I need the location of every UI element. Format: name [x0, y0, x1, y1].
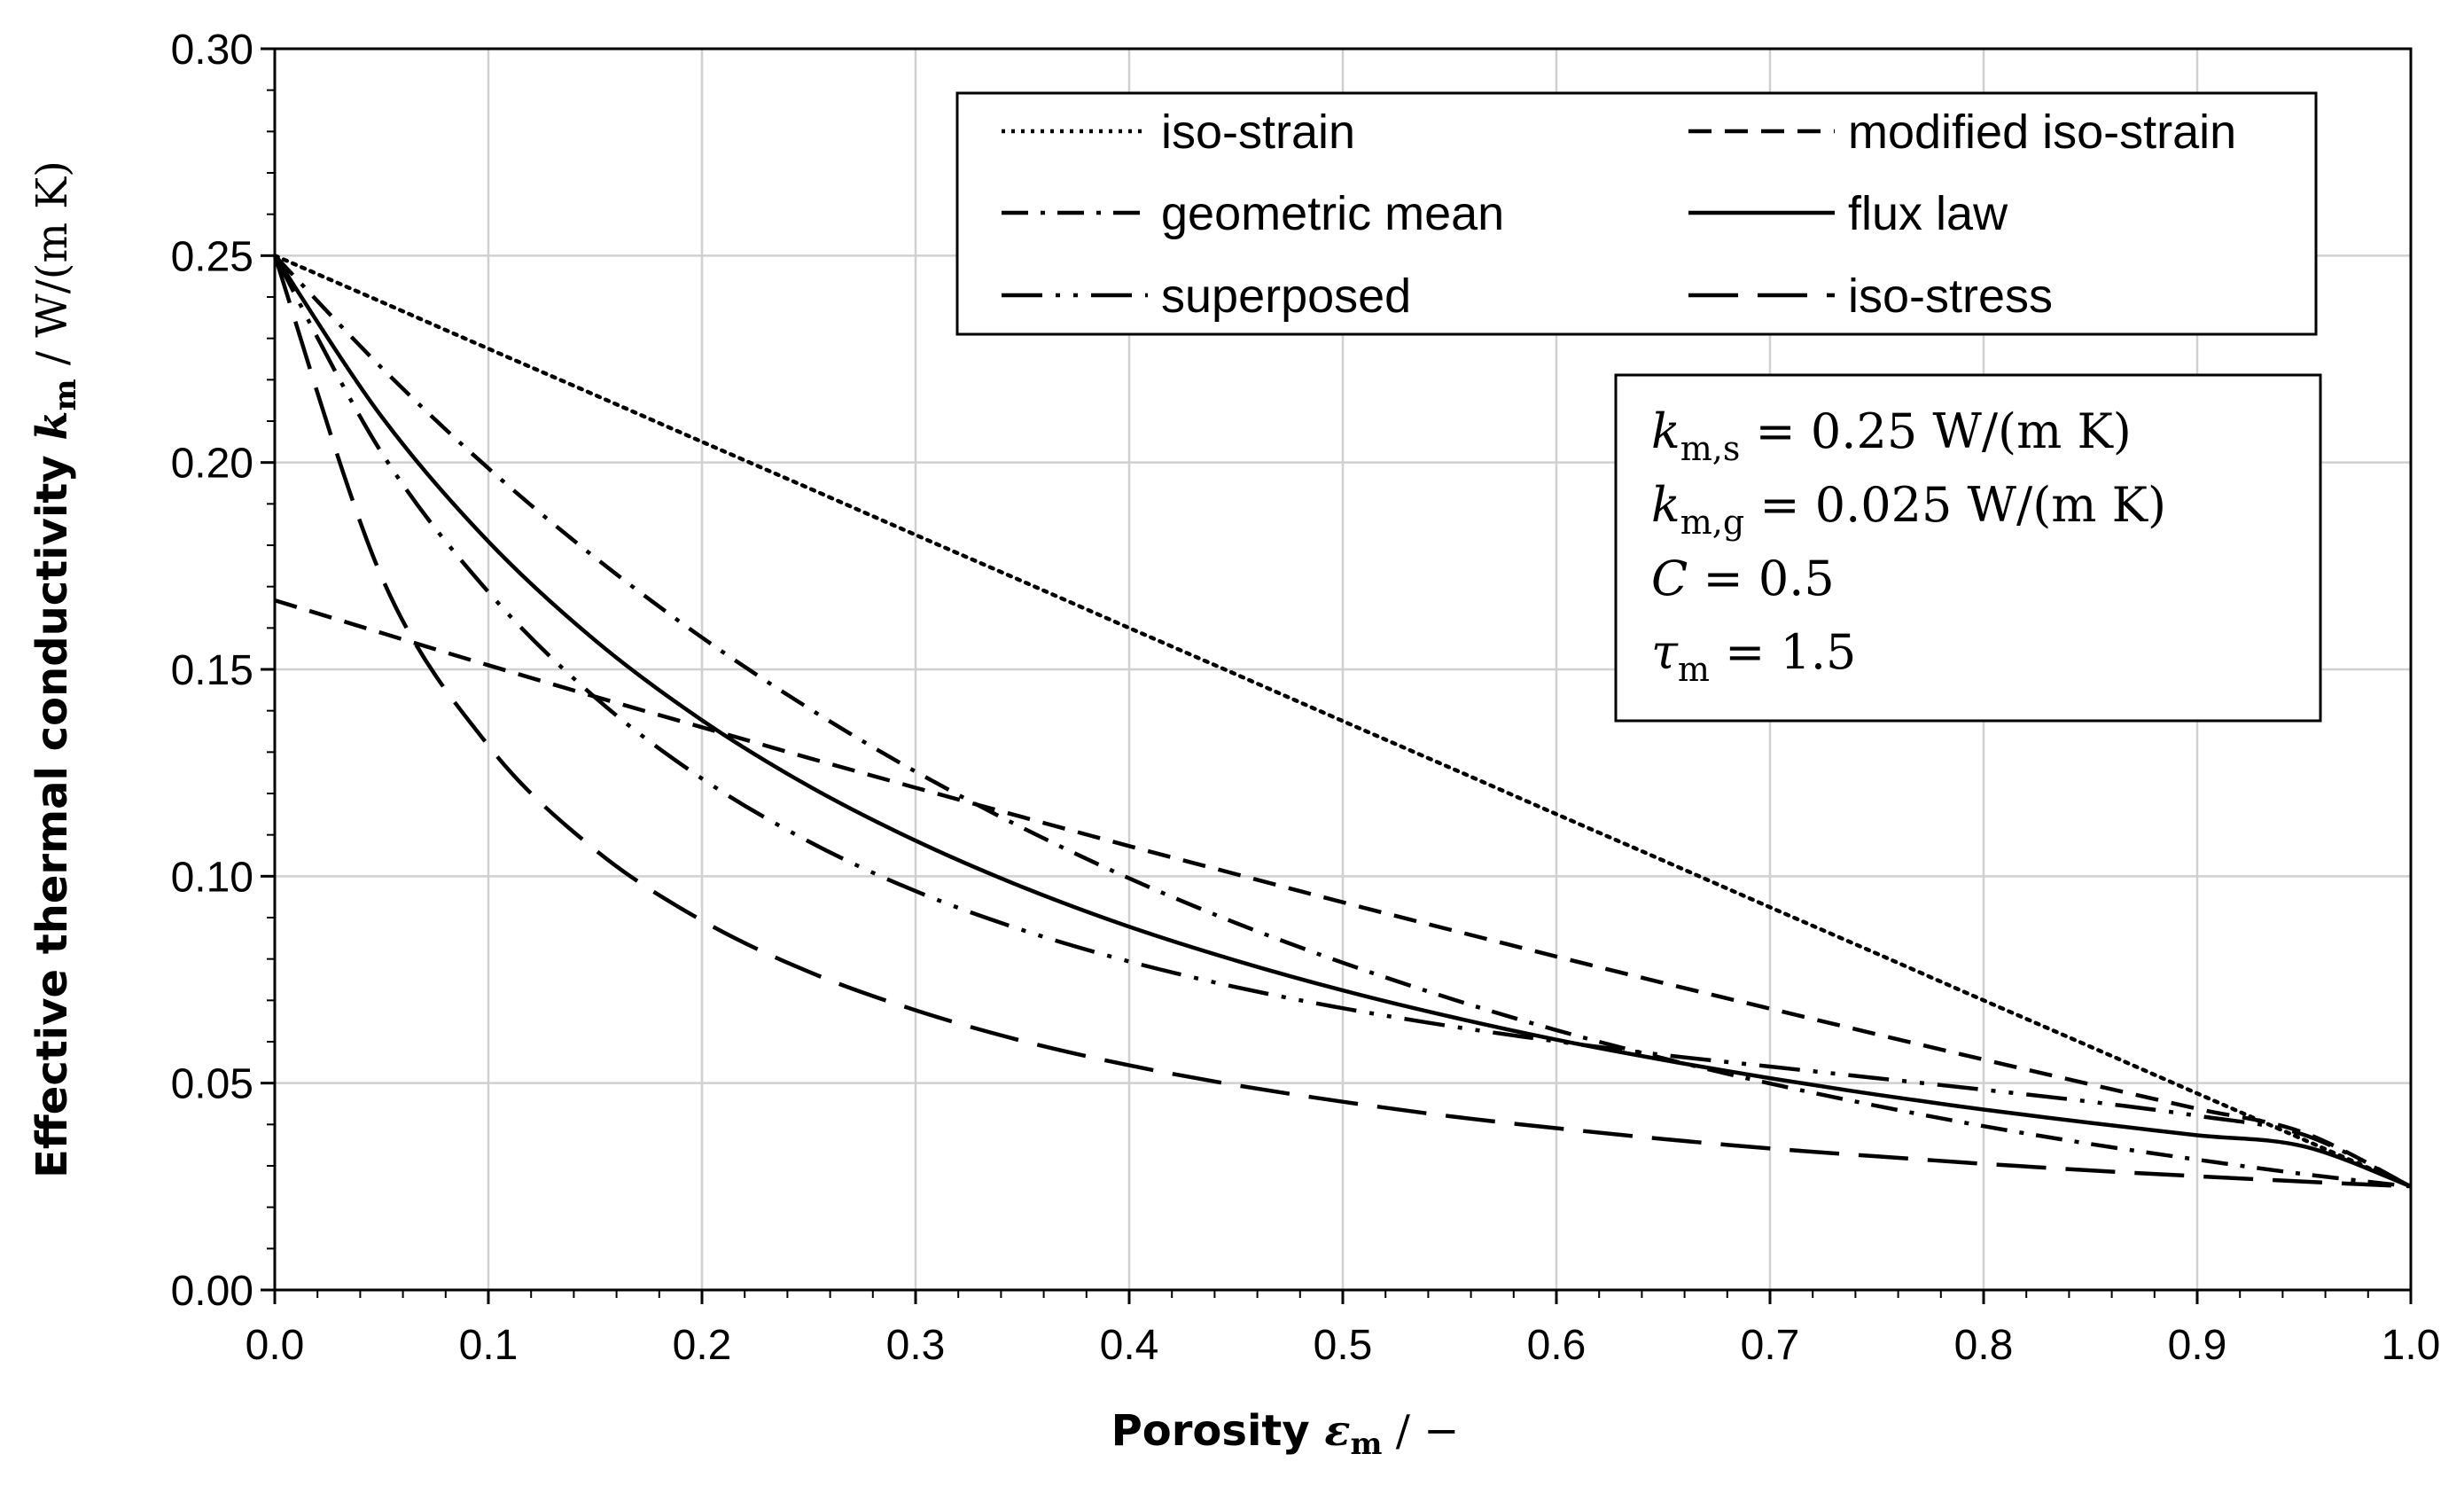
x-tick-label: 0.2 [673, 1322, 732, 1369]
parameter-line: km,s = 0.25 W/(m K) [1651, 403, 2132, 468]
parameter-subscript: m [1678, 650, 1710, 689]
y-axis-unit: / W/(m K) [27, 160, 77, 379]
curves [272, 254, 2413, 1189]
y-tick-label: 0.15 [171, 647, 253, 694]
y-axis-title-prefix: Effective thermal conductivity [27, 441, 77, 1178]
parameter-value: = 0.5 [1688, 551, 1834, 606]
parameter-value: = 1.5 [1710, 624, 1856, 680]
x-tick-label: 0.8 [1954, 1322, 2014, 1369]
y-tick-label: 0.05 [171, 1061, 253, 1108]
y-tick-label: 0.25 [171, 233, 253, 280]
series-line-iso-strain [272, 254, 2413, 1189]
x-tick-label: 0.3 [886, 1322, 946, 1369]
y-tick-labels: 0.00 0.05 0.10 0.15 0.20 0.25 0.30 [171, 27, 253, 1315]
parameter-value: = 0.025 W/(m K) [1744, 477, 2166, 533]
series-line-superposed [273, 254, 2412, 1189]
y-tick-label: 0.20 [171, 441, 253, 488]
y-tick-label: 0.10 [171, 854, 253, 901]
x-axis-subscript: m [1351, 1427, 1383, 1462]
x-tick-label: 0.9 [2168, 1322, 2227, 1369]
legend-label: iso-strain [1161, 106, 1355, 159]
y-tick-label: 0.00 [171, 1268, 253, 1315]
parameter-value: = 0.25 W/(m K) [1740, 403, 2132, 459]
y-axis-symbol: k [27, 410, 77, 440]
x-tick-label: 0.7 [1741, 1322, 1800, 1369]
legend-label: modified iso-strain [1848, 106, 2236, 159]
x-axis-title-prefix: Porosity [1111, 1406, 1325, 1456]
legend-label: geometric mean [1161, 187, 1504, 240]
y-tick-label: 0.30 [171, 27, 253, 74]
legend-box [955, 91, 2318, 336]
parameter-line: km,g = 0.025 W/(m K) [1651, 477, 2166, 542]
parameter-subscript: m,s [1680, 429, 1741, 468]
x-axis-title: Porosity εm / − [1111, 1406, 1460, 1462]
parameter-subscript: m,g [1680, 503, 1744, 542]
parameter-box-frame [1614, 373, 2322, 723]
series-line-flux-law [273, 254, 2412, 1189]
x-tick-label: 0.1 [459, 1322, 519, 1369]
x-tick-label: 0.0 [246, 1322, 305, 1369]
legend-label: superposed [1161, 270, 1411, 323]
series-line-geometric-mean [273, 254, 2412, 1189]
x-tick-label: 0.4 [1100, 1322, 1159, 1369]
x-tick-label: 1.0 [2382, 1322, 2441, 1369]
x-axis-symbol: ε [1324, 1406, 1350, 1456]
parameter-symbol: C [1651, 551, 1688, 606]
y-axis-subscript: m [48, 379, 83, 410]
x-axis-unit: / − [1383, 1406, 1460, 1456]
x-tick-labels: 0.0 0.1 0.2 0.3 0.4 0.5 0.6 0.7 0.8 0.9 1.0 [246, 1322, 2441, 1369]
x-tick-label: 0.6 [1527, 1322, 1587, 1369]
series-line-modified-iso-strain [274, 598, 2413, 1189]
series-line-iso-stress [272, 254, 2412, 1189]
tick-marks [261, 47, 2413, 1304]
x-tick-label: 0.5 [1314, 1322, 1373, 1369]
parameter-symbol: k [1651, 403, 1680, 459]
y-axis-title: Effective thermal conductivity km / W/(m… [27, 160, 83, 1178]
parameter-symbol: k [1651, 477, 1680, 533]
parameter-symbol: τ [1651, 624, 1679, 680]
legend-label: iso-stress [1848, 270, 2053, 323]
legend: iso-strain modified iso-strain geometric m… [955, 91, 2318, 336]
legend-label: flux law [1848, 187, 2008, 240]
parameter-line: C = 0.5 [1651, 551, 1835, 606]
parameter-line: τm = 1.5 [1651, 624, 1856, 689]
parameter-box: km,s = 0.25 W/(m K)km,g = 0.025 W/(m K)C… [1614, 373, 2322, 723]
